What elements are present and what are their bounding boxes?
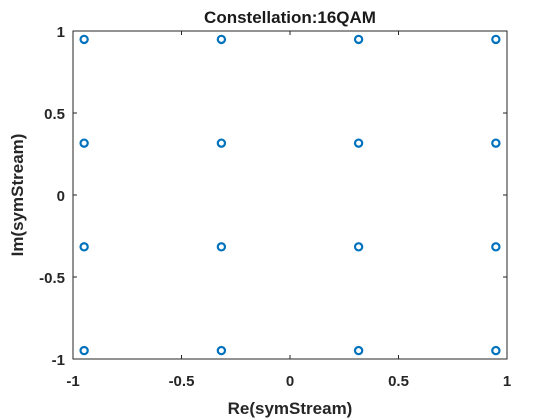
y-tick-label: -0.5: [39, 270, 65, 287]
x-tick-label: 0: [286, 373, 294, 390]
data-point: [79, 138, 89, 148]
y-tick-label: 0: [57, 188, 65, 205]
data-point: [79, 34, 89, 45]
data-point: [353, 345, 364, 356]
x-tick-label: 1: [503, 373, 511, 390]
data-point: [79, 345, 89, 356]
x-tick-label: -0.5: [169, 373, 195, 390]
axis-ticks: -1 -0.5 0 0.5 1 -1 -0.5 0 0.5 1: [39, 24, 511, 390]
y-tick-label: -1: [52, 352, 65, 369]
data-point: [491, 242, 501, 252]
data-point: [491, 345, 501, 356]
data-point: [353, 138, 364, 148]
data-point: [491, 138, 501, 148]
x-axis-label: Re(symStream): [228, 399, 353, 418]
data-point: [216, 345, 227, 356]
x-tick-label: 0.5: [388, 373, 409, 390]
y-axis-label: Im(symStream): [8, 134, 27, 257]
data-point: [216, 34, 227, 45]
data-point: [216, 138, 227, 148]
data-points: [79, 34, 501, 356]
data-point: [216, 242, 227, 252]
x-tick-label: -1: [66, 373, 79, 390]
data-point: [353, 242, 364, 252]
y-tick-label: 1: [57, 24, 65, 41]
y-tick-label: 0.5: [44, 106, 65, 123]
data-point: [353, 34, 364, 45]
chart-title: Constellation:16QAM: [204, 8, 376, 27]
data-point: [79, 242, 89, 252]
data-point: [491, 34, 501, 45]
plot-area: [72, 30, 508, 360]
